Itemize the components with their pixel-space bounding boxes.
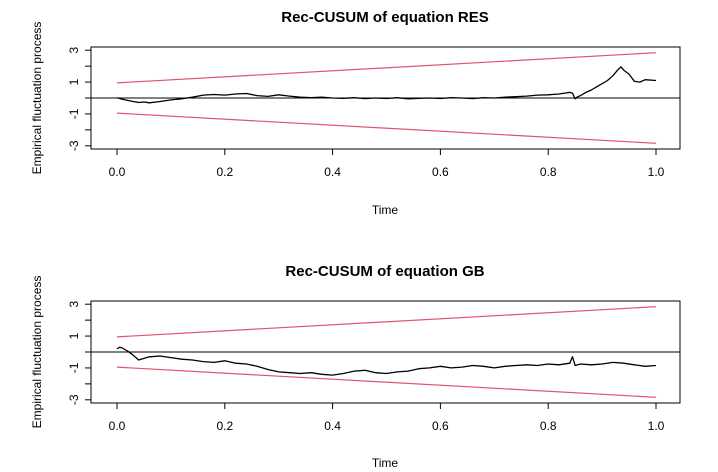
x-tick-label: 1.0 bbox=[648, 165, 665, 179]
y-tick-label: -3 bbox=[67, 140, 81, 151]
y-tick-label: 3 bbox=[67, 301, 81, 308]
x-tick-label: 0.6 bbox=[432, 165, 449, 179]
x-axis: 0.0 0.2 0.4 0.6 0.8 1.0 bbox=[109, 403, 665, 433]
y-tick-label: -1 bbox=[67, 108, 81, 119]
x-tick-label: 0.0 bbox=[109, 419, 126, 433]
chart-title: Rec-CUSUM of equation GB bbox=[285, 263, 484, 280]
chart-title: Rec-CUSUM of equation RES bbox=[281, 9, 489, 26]
lower-boundary-line bbox=[116, 366, 657, 398]
x-tick-label: 0.4 bbox=[324, 419, 341, 433]
fluctuation-process-line bbox=[116, 66, 657, 104]
x-tick-label: 1.0 bbox=[648, 419, 665, 433]
x-tick-label: 0.8 bbox=[540, 419, 557, 433]
x-tick-label: 0.6 bbox=[432, 419, 449, 433]
plot-marks bbox=[91, 306, 680, 398]
upper-boundary-line bbox=[116, 52, 657, 84]
x-tick-label: 0.8 bbox=[540, 165, 557, 179]
panel-rec-cusum-gb: Rec-CUSUM of equation GB 31-1-3 0.0 0.2 0.… bbox=[30, 263, 681, 470]
y-tick-label: -3 bbox=[67, 394, 81, 405]
x-tick-label: 0.4 bbox=[324, 165, 341, 179]
x-axis-label: Time bbox=[372, 203, 399, 217]
y-axis-label: Empirical fluctuation process bbox=[30, 276, 44, 429]
y-tick-label: 1 bbox=[67, 332, 81, 339]
x-tick-label: 0.0 bbox=[109, 165, 126, 179]
y-axis: 3 1 -1 -3 bbox=[67, 47, 91, 151]
y-tick-label: 3 bbox=[67, 47, 81, 54]
panel-rec-cusum-res: Rec-CUSUM of equation RES 31-1-3 0.0 0.2 0… bbox=[30, 9, 681, 217]
plot-marks bbox=[91, 52, 680, 144]
x-axis-label: Time bbox=[372, 456, 399, 470]
lower-boundary-line bbox=[116, 112, 657, 144]
y-tick-label: -1 bbox=[67, 362, 81, 373]
y-axis: 3 1 -1 -3 bbox=[67, 301, 91, 405]
y-axis-label: Empirical fluctuation process bbox=[30, 22, 44, 175]
x-tick-label: 0.2 bbox=[216, 419, 233, 433]
y-tick-label: 1 bbox=[67, 78, 81, 85]
x-axis: 0.0 0.2 0.4 0.6 0.8 1.0 bbox=[109, 149, 665, 179]
upper-boundary-line bbox=[116, 306, 657, 338]
fluctuation-process-line bbox=[116, 346, 657, 376]
x-tick-label: 0.2 bbox=[216, 165, 233, 179]
